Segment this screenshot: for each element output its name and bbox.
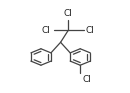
Text: Cl: Cl xyxy=(82,75,91,84)
Text: Cl: Cl xyxy=(64,9,73,18)
Text: Cl: Cl xyxy=(86,26,95,35)
Text: Cl: Cl xyxy=(42,26,51,35)
